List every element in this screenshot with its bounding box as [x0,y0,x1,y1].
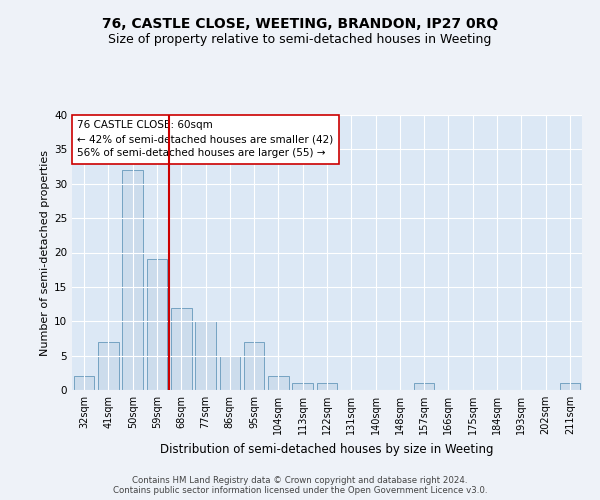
Text: Contains HM Land Registry data © Crown copyright and database right 2024.
Contai: Contains HM Land Registry data © Crown c… [113,476,487,495]
Bar [98,342,119,390]
Y-axis label: Number of semi-detached properties: Number of semi-detached properties [40,150,50,356]
Bar [414,383,434,390]
Text: 76, CASTLE CLOSE, WEETING, BRANDON, IP27 0RQ: 76, CASTLE CLOSE, WEETING, BRANDON, IP27… [102,18,498,32]
Bar [244,342,265,390]
Text: 76 CASTLE CLOSE: 60sqm
← 42% of semi-detached houses are smaller (42)
56% of sem: 76 CASTLE CLOSE: 60sqm ← 42% of semi-det… [77,120,334,158]
Text: Size of property relative to semi-detached houses in Weeting: Size of property relative to semi-detach… [109,32,491,46]
Bar [195,322,216,390]
Bar [220,356,240,390]
Bar [268,376,289,390]
Bar [317,383,337,390]
Bar [292,383,313,390]
X-axis label: Distribution of semi-detached houses by size in Weeting: Distribution of semi-detached houses by … [160,442,494,456]
Bar [560,383,580,390]
Bar [171,308,191,390]
Bar [74,376,94,390]
Bar [122,170,143,390]
Bar [146,260,167,390]
